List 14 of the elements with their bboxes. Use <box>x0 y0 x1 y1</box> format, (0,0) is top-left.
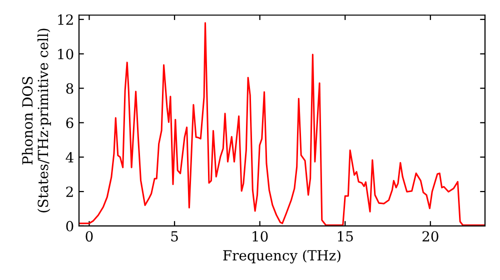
x-tick-label: 0 <box>86 231 93 242</box>
x-tick-label: 20 <box>422 231 438 242</box>
x-tick-label: 5 <box>171 231 178 242</box>
y-tick-label: 2 <box>66 186 73 197</box>
y-tick-label: 10 <box>58 48 74 60</box>
y-tick-label: 6 <box>66 118 74 128</box>
y-tick-label: 8 <box>66 83 74 94</box>
y-tick-label: 4 <box>66 152 74 162</box>
y-axis-title: Phonon DOS (States/THz·primitive cell) <box>22 28 51 212</box>
y-tick-label: 0 <box>66 220 74 232</box>
y-tick-label: 12 <box>58 14 73 25</box>
x-axis-title: Frequency (THz) <box>223 250 340 264</box>
x-tick-label: 15 <box>338 231 353 242</box>
x-tick-label: 10 <box>252 231 268 242</box>
